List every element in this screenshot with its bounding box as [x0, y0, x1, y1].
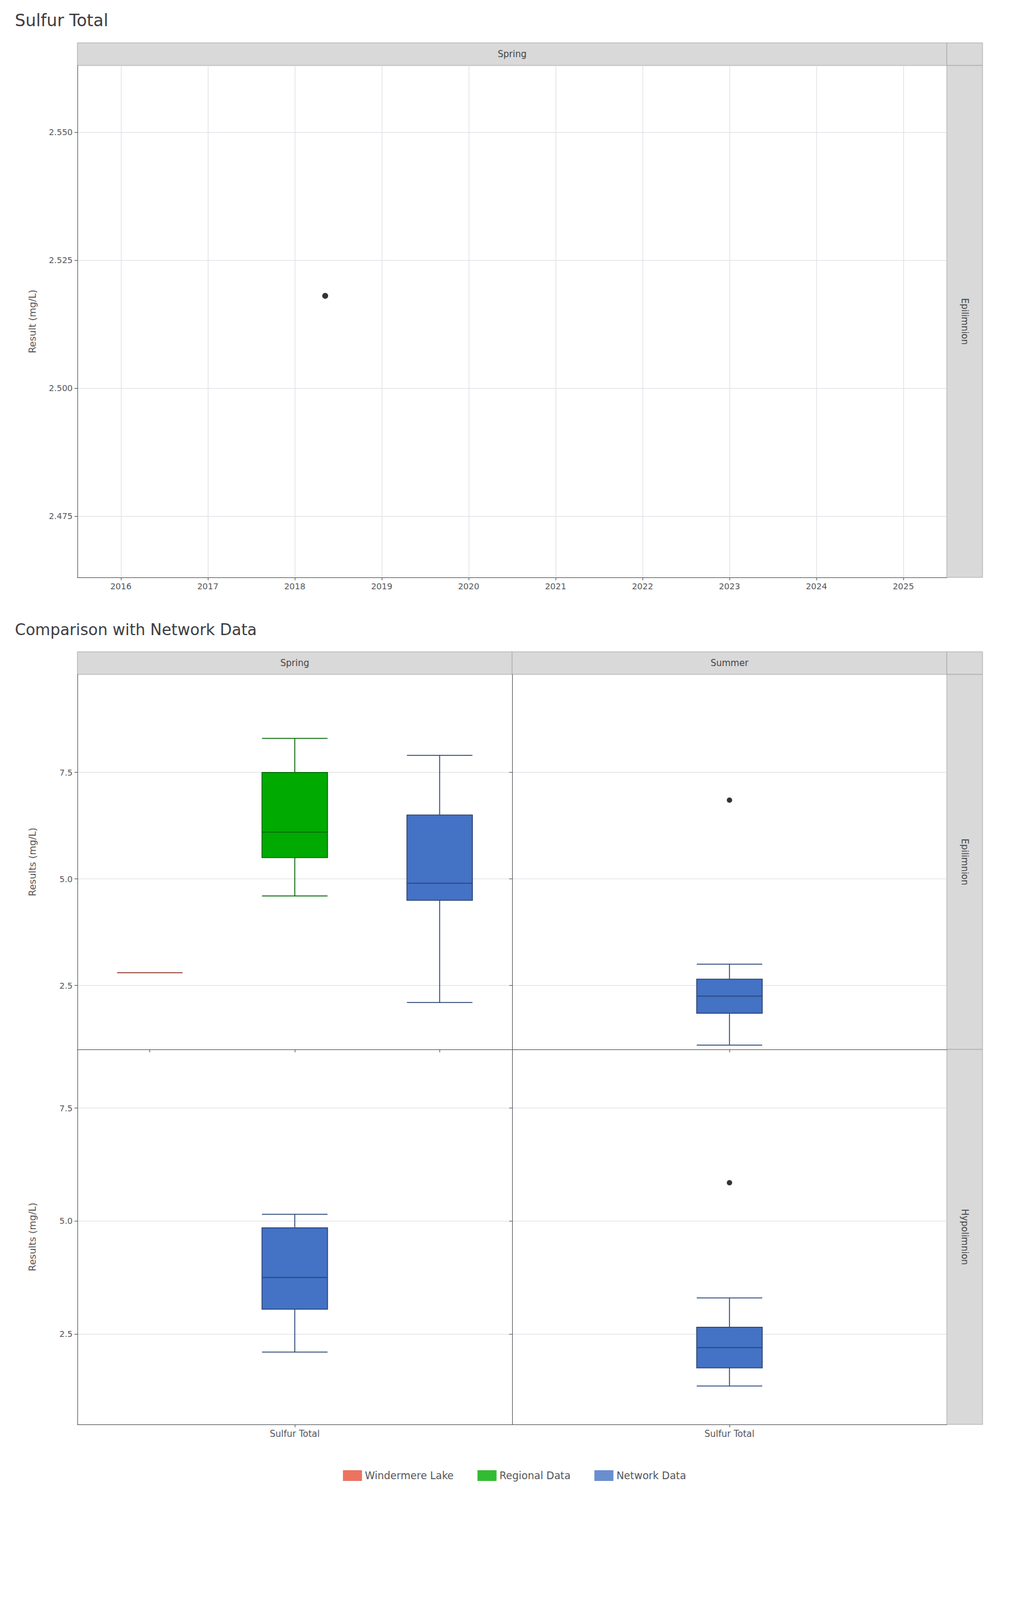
svg-text:Spring: Spring [280, 658, 310, 669]
svg-text:2021: 2021 [544, 581, 567, 592]
svg-text:2016: 2016 [110, 581, 132, 592]
svg-text:Sulfur Total: Sulfur Total [14, 10, 109, 31]
svg-text:5.0: 5.0 [59, 1216, 73, 1227]
svg-text:2020: 2020 [457, 581, 480, 592]
svg-text:Result (mg/L): Result (mg/L) [26, 289, 39, 354]
svg-text:Hypolimnion: Hypolimnion [959, 1209, 971, 1266]
svg-text:Comparison with Network Data: Comparison with Network Data [14, 621, 257, 639]
svg-text:Sulfur Total: Sulfur Total [269, 1429, 320, 1440]
svg-text:2.550: 2.550 [48, 127, 73, 137]
svg-text:7.5: 7.5 [59, 768, 73, 778]
svg-text:Network Data: Network Data [616, 1470, 686, 1483]
svg-text:Windermere Lake: Windermere Lake [365, 1470, 454, 1483]
svg-text:Epilimnion: Epilimnion [959, 839, 971, 886]
svg-text:2019: 2019 [370, 581, 393, 592]
svg-text:Sulfur Total: Sulfur Total [704, 1429, 755, 1440]
svg-text:2022: 2022 [631, 581, 654, 592]
svg-text:Regional Data: Regional Data [499, 1470, 571, 1483]
svg-text:Summer: Summer [710, 658, 749, 669]
svg-text:2.5: 2.5 [59, 981, 73, 991]
svg-text:2023: 2023 [718, 581, 741, 592]
svg-text:2024: 2024 [805, 581, 828, 592]
svg-text:Spring: Spring [497, 48, 527, 60]
svg-text:2018: 2018 [284, 581, 306, 592]
svg-text:5.0: 5.0 [59, 874, 73, 885]
svg-text:2017: 2017 [197, 581, 219, 592]
svg-text:2.525: 2.525 [48, 255, 73, 265]
svg-text:Epilimnion: Epilimnion [959, 298, 971, 345]
svg-text:Results (mg/L): Results (mg/L) [26, 827, 39, 897]
svg-text:2025: 2025 [892, 581, 915, 592]
svg-text:2.5: 2.5 [59, 1329, 73, 1340]
svg-text:Results (mg/L): Results (mg/L) [26, 1202, 39, 1272]
svg-text:2.500: 2.500 [48, 383, 73, 394]
svg-text:7.5: 7.5 [59, 1104, 73, 1114]
svg-text:2.475: 2.475 [48, 511, 73, 522]
